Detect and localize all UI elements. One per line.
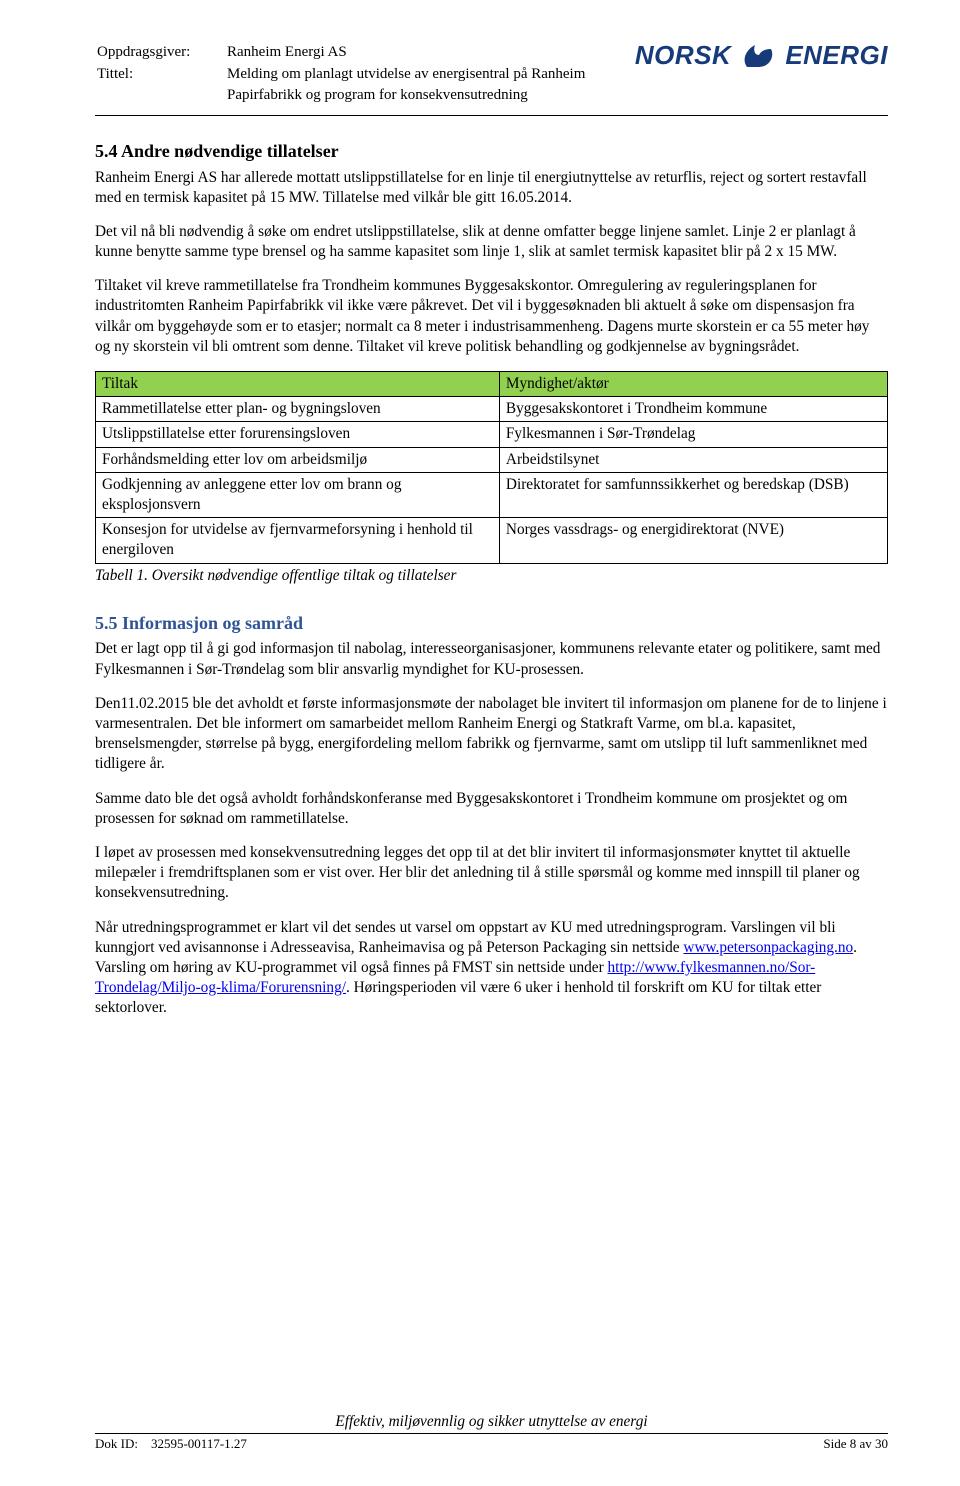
client-label: Oppdragsgiver: <box>97 42 217 62</box>
table-caption: Tabell 1. Oversikt nødvendige offentlige… <box>95 566 888 586</box>
table-row: Konsesjon for utvidelse av fjernvarmefor… <box>96 518 888 563</box>
cell: Byggesakskontoret i Trondheim kommune <box>499 397 887 422</box>
cell: Rammetillatelse etter plan- og bygningsl… <box>96 397 500 422</box>
heading-5-4: 5.4 Andre nødvendige tillatelser <box>95 140 888 164</box>
cell: Norges vassdrags- og energidirektorat (N… <box>499 518 887 563</box>
body: 5.4 Andre nødvendige tillatelser Ranheim… <box>95 140 888 1019</box>
cell: Utslippstillatelse etter forurensingslov… <box>96 422 500 447</box>
tiltak-table: Tiltak Myndighet/aktør Rammetillatelse e… <box>95 371 888 564</box>
para-5-5-5: Når utredningsprogrammet er klart vil de… <box>95 918 888 1019</box>
meta-table: Oppdragsgiver: Ranheim Energi AS Tittel:… <box>95 40 587 107</box>
para-5-4-3: Tiltaket vil kreve rammetillatelse fra T… <box>95 276 888 357</box>
page-number: Side 8 av 30 <box>823 1436 888 1452</box>
footer-divider <box>95 1433 888 1434</box>
footer-slogan: Effektiv, miljøvennlig og sikker utnytte… <box>95 1413 888 1431</box>
title-line-1: Melding om planlagt utvidelse av energis… <box>227 66 585 82</box>
doc-id-value: 32595-00117-1.27 <box>151 1436 247 1451</box>
cell: Direktoratet for samfunnssikkerhet og be… <box>499 472 887 517</box>
doc-id: Dok ID: 32595-00117-1.27 <box>95 1436 247 1452</box>
logo-text-right: ENERGI <box>785 40 888 71</box>
para-5-5-3: Samme dato ble det også avholdt forhånds… <box>95 789 888 829</box>
client-value: Ranheim Energi AS <box>219 42 585 62</box>
page: Oppdragsgiver: Ranheim Energi AS Tittel:… <box>0 0 960 1486</box>
th-myndighet: Myndighet/aktør <box>499 372 887 397</box>
th-tiltak: Tiltak <box>96 372 500 397</box>
doc-id-label: Dok ID: <box>95 1436 138 1451</box>
heading-5-5: 5.5 Informasjon og samråd <box>95 612 888 636</box>
link-peterson[interactable]: www.petersonpackaging.no <box>683 939 853 956</box>
cell: Fylkesmannen i Sør-Trøndelag <box>499 422 887 447</box>
footer: Effektiv, miljøvennlig og sikker utnytte… <box>95 1413 888 1452</box>
flame-icon <box>741 43 775 69</box>
para-5-5-2: Den11.02.2015 ble det avholdt et første … <box>95 694 888 775</box>
table-row: Forhåndsmelding etter lov om arbeidsmilj… <box>96 447 888 472</box>
table-row: Rammetillatelse etter plan- og bygningsl… <box>96 397 888 422</box>
title-value: Melding om planlagt utvidelse av energis… <box>219 64 585 105</box>
para-5-5-1: Det er lagt opp til å gi god informasjon… <box>95 639 888 679</box>
header: Oppdragsgiver: Ranheim Energi AS Tittel:… <box>95 40 888 107</box>
cell: Arbeidstilsynet <box>499 447 887 472</box>
cell: Forhåndsmelding etter lov om arbeidsmilj… <box>96 447 500 472</box>
logo-text-left: NORSK <box>635 40 731 71</box>
cell: Konsesjon for utvidelse av fjernvarmefor… <box>96 518 500 563</box>
table-row: Utslippstillatelse etter forurensingslov… <box>96 422 888 447</box>
table-row: Godkjenning av anleggene etter lov om br… <box>96 472 888 517</box>
logo: NORSK ENERGI <box>635 40 888 71</box>
para-5-5-4: I løpet av prosessen med konsekvensutred… <box>95 843 888 904</box>
table-header-row: Tiltak Myndighet/aktør <box>96 372 888 397</box>
footer-row: Dok ID: 32595-00117-1.27 Side 8 av 30 <box>95 1436 888 1452</box>
cell: Godkjenning av anleggene etter lov om br… <box>96 472 500 517</box>
title-label: Tittel: <box>97 64 217 105</box>
header-divider <box>95 115 888 116</box>
para-5-4-1: Ranheim Energi AS har allerede mottatt u… <box>95 168 888 208</box>
title-line-2: Papirfabrikk og program for konsekvensut… <box>227 87 528 103</box>
para-5-4-2: Det vil nå bli nødvendig å søke om endre… <box>95 222 888 262</box>
